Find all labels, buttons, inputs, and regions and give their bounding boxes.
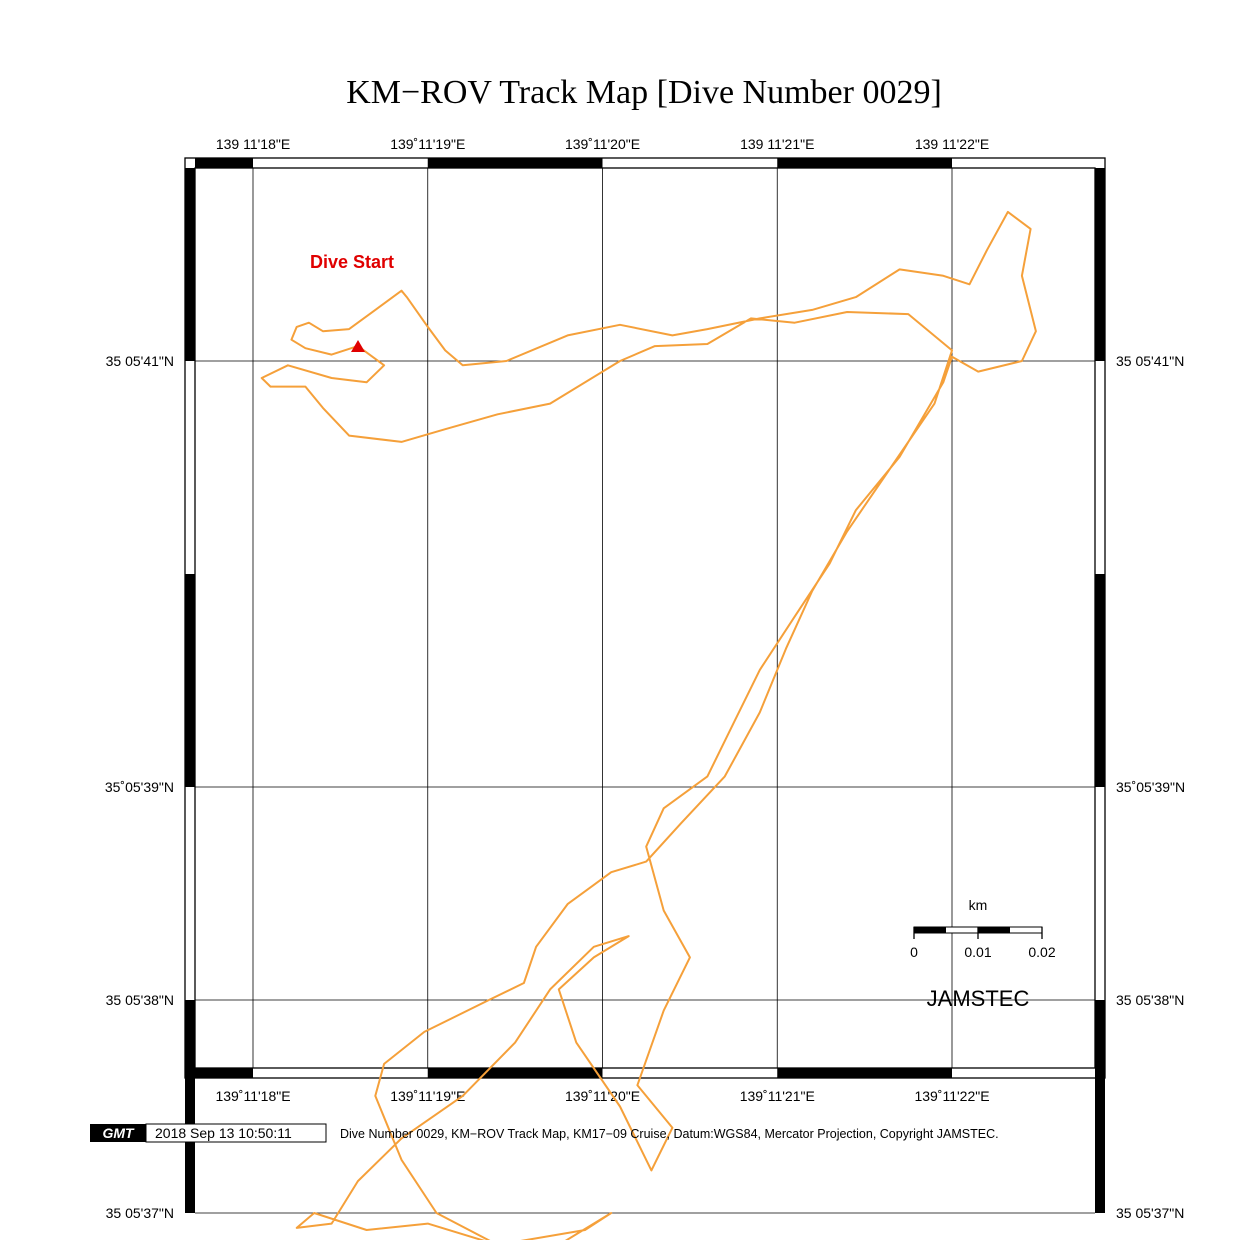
top-lon-label: 139 11'21"E	[740, 136, 814, 152]
top-lon-label: 139˚11'20"E	[565, 136, 640, 152]
map-title: KM−ROV Track Map [Dive Number 0029]	[346, 74, 942, 111]
frame-bar-top	[427, 158, 603, 168]
left-lat-label: 35 05'41"N	[106, 353, 174, 369]
scale-tick-1: 0.01	[964, 944, 991, 960]
footer-timestamp: 2018 Sep 13 10:50:11	[155, 1125, 292, 1141]
bottom-lon-label: 139˚11'22"E	[914, 1088, 989, 1104]
footer: GMT 2018 Sep 13 10:50:11 Dive Number 002…	[90, 1123, 999, 1143]
frame-bar-left	[185, 574, 195, 787]
map-frame	[184, 157, 1106, 1213]
triangle-icon	[351, 340, 365, 352]
frame-bar-bottom	[427, 1068, 603, 1078]
gmt-logo-icon	[90, 1124, 146, 1142]
bottom-lon-label: 139˚11'21"E	[740, 1088, 815, 1104]
right-lat-label: 35 05'37"N	[1116, 1205, 1184, 1221]
right-lat-label: 35 05'38"N	[1116, 992, 1184, 1008]
left-lat-label: 35˚05'39"N	[105, 779, 174, 795]
frame-bar-right	[1095, 1000, 1105, 1213]
right-lat-label: 35 05'41"N	[1116, 353, 1184, 369]
frame-bar-top	[777, 158, 952, 168]
frame-bar-bottom	[777, 1068, 952, 1078]
agency-label: JAMSTEC	[927, 986, 1030, 1011]
frame-bar-left	[185, 168, 195, 361]
left-lat-label: 35 05'37"N	[106, 1205, 174, 1221]
top-lon-label: 139 11'22"E	[915, 136, 989, 152]
graticule	[195, 168, 1095, 1214]
footer-caption: Dive Number 0029, KM−ROV Track Map, KM17…	[340, 1127, 999, 1141]
right-lat-label: 35˚05'39"N	[1116, 779, 1185, 795]
frame-bar-top	[195, 158, 253, 168]
frame-bar-bottom	[195, 1068, 253, 1078]
top-lon-label: 139˚11'19"E	[390, 136, 465, 152]
gmt-logo-text: GMT	[102, 1125, 135, 1141]
frame-bar-right	[1095, 574, 1105, 787]
coordinate-labels: 139 11'18"E 139˚11'18"E 139˚11'19"E 139˚11'…	[105, 136, 1185, 1221]
frame-bar-left	[185, 1000, 195, 1213]
rov-track-line	[260, 210, 1037, 1240]
top-lon-label: 139 11'18"E	[216, 136, 290, 152]
left-lat-label: 35 05'38"N	[106, 992, 174, 1008]
dive-start-label: Dive Start	[310, 252, 394, 272]
bottom-lon-label: 139˚11'18"E	[215, 1088, 290, 1104]
scale-bar: km 0 0.01 0.02	[910, 897, 1056, 960]
frame-bar-right	[1095, 168, 1105, 361]
scale-tick-2: 0.02	[1028, 944, 1055, 960]
scale-tick-0: 0	[910, 944, 918, 960]
scale-unit: km	[969, 897, 988, 913]
bottom-lon-label: 139˚11'19"E	[390, 1088, 465, 1104]
bottom-lon-label: 139˚11'20"E	[565, 1088, 640, 1104]
